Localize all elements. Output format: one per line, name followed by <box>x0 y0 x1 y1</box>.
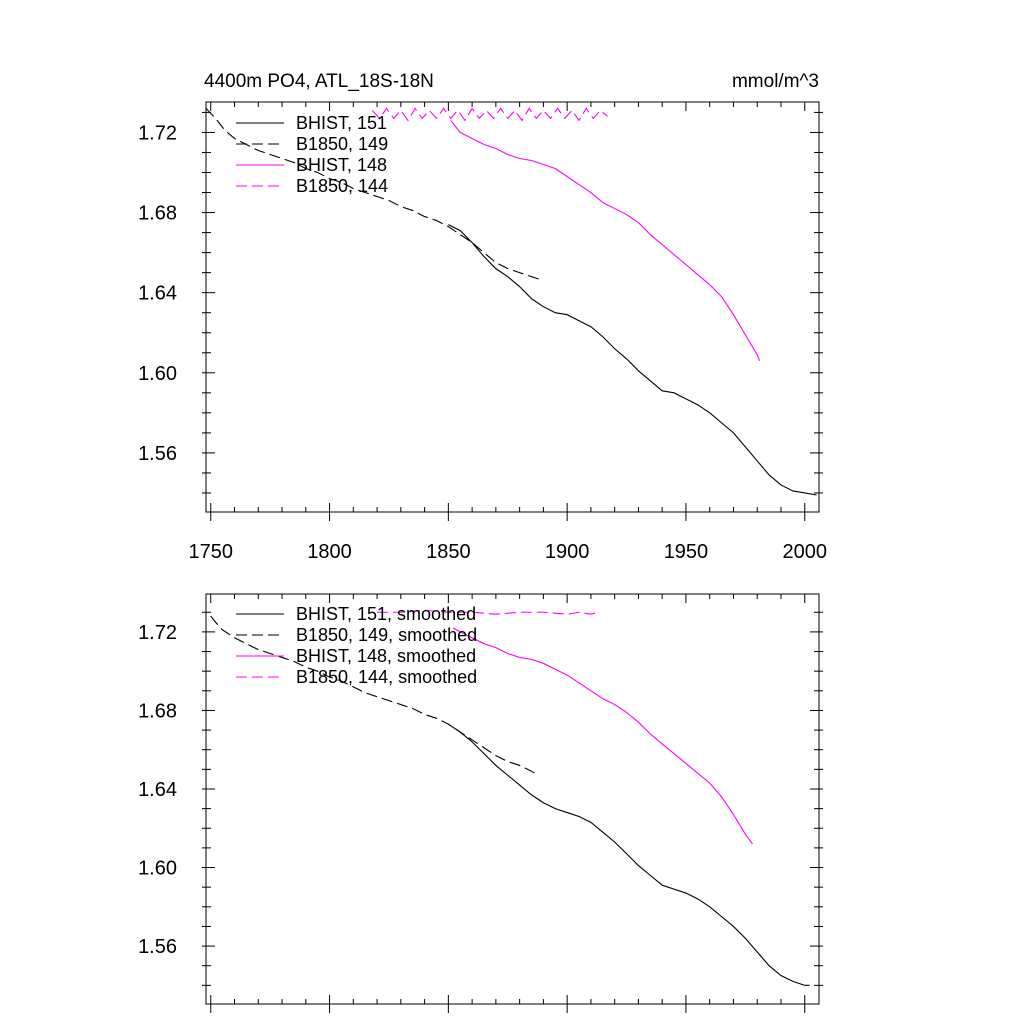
series-line-1-1 <box>210 615 539 776</box>
legend-label: B1850, 144, smoothed <box>296 667 477 687</box>
y-tick-label: 1.64 <box>138 779 177 801</box>
series-line-1-2 <box>452 627 753 845</box>
plot-frame <box>205 593 820 1005</box>
y-tick-label: 1.72 <box>138 622 177 644</box>
y-tick-label: 1.56 <box>138 443 177 465</box>
y-tick-label: 1.56 <box>138 936 177 958</box>
x-tick-label: 1750 <box>189 541 234 563</box>
legend-label: B1850, 149 <box>296 134 388 154</box>
legend-label: BHIST, 148 <box>296 155 387 175</box>
x-tick-label: 1800 <box>307 541 352 563</box>
y-tick-label: 1.68 <box>138 700 177 722</box>
x-tick-label: 1950 <box>664 541 709 563</box>
x-tick-label: 2000 <box>782 541 827 563</box>
plot-frame <box>205 101 820 513</box>
bottom-panel: 1.72 1.68 1.64 1.60 1.56 BHIST, 151, smoothed… <box>138 593 823 1013</box>
y-tick-label: 1.60 <box>138 858 177 880</box>
series-line-0-0 <box>448 224 817 496</box>
series-line-0-1 <box>205 108 544 282</box>
units-label: mmol/m^3 <box>732 71 819 92</box>
legend-label: B1850, 144 <box>296 176 388 196</box>
legend-label: BHIST, 151 <box>296 113 387 133</box>
y-tick-label: 1.60 <box>138 363 177 385</box>
series-line-0-2 <box>450 120 761 361</box>
legend-label: BHIST, 151, smoothed <box>296 604 476 624</box>
y-tick-label: 1.64 <box>138 283 177 305</box>
y-tick-label: 1.72 <box>138 122 177 144</box>
y-tick-label: 1.68 <box>138 203 177 225</box>
x-tick-label: 1850 <box>426 541 471 563</box>
x-tick-label: 1900 <box>545 541 590 563</box>
legend-label: B1850, 149, smoothed <box>296 625 477 645</box>
top-panel: 1750 1800 1850 1900 1950 2000 1.72 1.68 1.64 1.60… <box>138 101 827 563</box>
series-line-1-3 <box>377 609 599 615</box>
chart-title: 4400m PO4, ATL_18S-18N <box>204 71 434 92</box>
series-line-1-0 <box>448 723 810 986</box>
legend-label: BHIST, 148, smoothed <box>296 646 476 666</box>
series-line-0-3 <box>371 107 608 122</box>
